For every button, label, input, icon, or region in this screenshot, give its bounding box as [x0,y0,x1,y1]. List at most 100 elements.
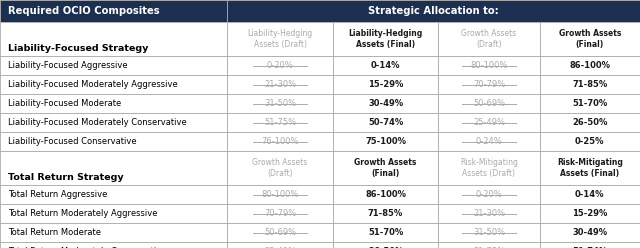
Bar [0,223,227,242]
Bar [333,242,438,248]
Bar [0,56,227,75]
Text: Risk-Mitigating
Assets (Final): Risk-Mitigating Assets (Final) [557,158,623,178]
Bar [227,223,333,242]
Bar [438,185,540,204]
Bar [540,204,640,223]
Bar [540,132,640,151]
Bar [0,185,227,204]
Bar [540,223,640,242]
Text: Liability-Focused Strategy: Liability-Focused Strategy [8,44,148,53]
Text: Growth Assets
(Draft): Growth Assets (Draft) [461,29,516,49]
Bar [438,204,540,223]
Text: 51-75%: 51-75% [264,118,296,127]
Text: Total Return Strategy: Total Return Strategy [8,173,124,182]
Bar [0,151,227,185]
Text: Total Return Moderately Conservative: Total Return Moderately Conservative [8,247,166,248]
Bar [438,132,540,151]
Bar [227,94,333,113]
Text: Liability-Hedging
Assets (Draft): Liability-Hedging Assets (Draft) [248,29,312,49]
Bar [540,185,640,204]
Bar [227,185,333,204]
Text: Strategic Allocation to:: Strategic Allocation to: [368,6,499,16]
Text: 50-74%: 50-74% [572,247,607,248]
Text: 25-49%: 25-49% [264,247,296,248]
Bar [0,242,227,248]
Bar [540,56,640,75]
Bar [0,113,227,132]
Bar [333,223,438,242]
Bar [227,0,640,22]
Text: 75-100%: 75-100% [365,137,406,146]
Text: 0-14%: 0-14% [575,190,605,199]
Bar [333,75,438,94]
Text: Total Return Moderate: Total Return Moderate [8,228,100,237]
Bar [227,75,333,94]
Text: 15-29%: 15-29% [368,80,403,89]
Bar [227,56,333,75]
Text: Liability-Focused Aggressive: Liability-Focused Aggressive [8,61,127,70]
Text: Required OCIO Composites: Required OCIO Composites [8,6,159,16]
Bar [227,242,333,248]
Text: 50-69%: 50-69% [473,99,505,108]
Bar [540,75,640,94]
Bar [0,204,227,223]
Bar [333,113,438,132]
Bar [0,75,227,94]
Bar [540,151,640,185]
Bar [227,132,333,151]
Bar [438,113,540,132]
Text: 80-100%: 80-100% [261,190,299,199]
Text: Liability-Focused Moderately Aggressive: Liability-Focused Moderately Aggressive [8,80,177,89]
Text: 70-79%: 70-79% [473,80,505,89]
Text: 25-49%: 25-49% [473,118,505,127]
Bar [227,151,333,185]
Bar [333,132,438,151]
Text: 30-49%: 30-49% [572,228,607,237]
Text: 0-20%: 0-20% [267,61,293,70]
Bar [540,242,640,248]
Text: 86-100%: 86-100% [365,190,406,199]
Text: 70-79%: 70-79% [264,209,296,218]
Text: 51-75%: 51-75% [473,247,505,248]
Bar [333,56,438,75]
Bar [438,94,540,113]
Bar [0,0,227,22]
Text: 0-24%: 0-24% [476,137,502,146]
Text: 0-25%: 0-25% [575,137,605,146]
Bar [0,22,227,56]
Text: 31-50%: 31-50% [264,99,296,108]
Text: Growth Assets
(Final): Growth Assets (Final) [355,158,417,178]
Bar [540,113,640,132]
Bar [540,94,640,113]
Bar [333,94,438,113]
Text: 51-70%: 51-70% [368,228,403,237]
Text: Liability-Focused Conservative: Liability-Focused Conservative [8,137,136,146]
Bar [227,22,333,56]
Bar [438,242,540,248]
Text: 0-14%: 0-14% [371,61,401,70]
Bar [438,22,540,56]
Bar [333,204,438,223]
Bar [333,22,438,56]
Text: 71-85%: 71-85% [572,80,607,89]
Text: Liability-Hedging
Assets (Final): Liability-Hedging Assets (Final) [348,29,423,49]
Text: 26-50%: 26-50% [368,247,403,248]
Text: 76-100%: 76-100% [261,137,299,146]
Bar [0,132,227,151]
Text: 86-100%: 86-100% [569,61,611,70]
Bar [438,75,540,94]
Text: Liability-Focused Moderate: Liability-Focused Moderate [8,99,121,108]
Bar [333,185,438,204]
Text: 0-20%: 0-20% [476,190,502,199]
Text: 30-49%: 30-49% [368,99,403,108]
Text: Total Return Moderately Aggressive: Total Return Moderately Aggressive [8,209,157,218]
Bar [227,113,333,132]
Bar [438,56,540,75]
Text: Total Return Aggressive: Total Return Aggressive [8,190,107,199]
Text: 15-29%: 15-29% [572,209,607,218]
Bar [540,22,640,56]
Text: Liability-Focused Moderately Conservative: Liability-Focused Moderately Conservativ… [8,118,186,127]
Bar [227,204,333,223]
Text: 71-85%: 71-85% [368,209,403,218]
Text: 50-69%: 50-69% [264,228,296,237]
